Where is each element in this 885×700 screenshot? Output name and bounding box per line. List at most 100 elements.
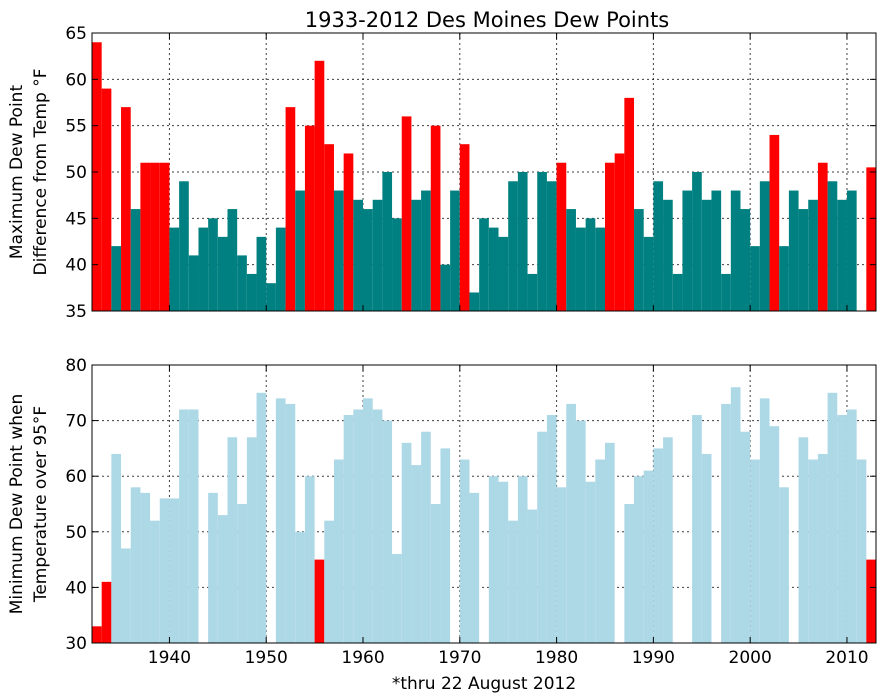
top-ytick-label: 50 bbox=[65, 163, 87, 183]
bottom-bar-1980 bbox=[556, 487, 567, 643]
top-bar-1972 bbox=[479, 218, 489, 311]
top-bar-1983 bbox=[585, 218, 596, 311]
top-bar-1977 bbox=[527, 273, 538, 311]
bottom-bar-1967 bbox=[430, 504, 441, 643]
bottom-bar-1952 bbox=[285, 403, 296, 643]
top-bar-1945 bbox=[217, 236, 228, 311]
bottom-bar-1990 bbox=[653, 448, 664, 643]
top-bar-1958 bbox=[343, 153, 354, 311]
top-bar-1991 bbox=[663, 199, 673, 311]
top-bar-1974 bbox=[498, 236, 509, 311]
top-bar-1949 bbox=[256, 236, 267, 311]
top-bar-1950 bbox=[266, 283, 276, 311]
top-bar-2006 bbox=[808, 199, 818, 311]
top-bar-1957 bbox=[333, 190, 344, 311]
top-ytick-label: 65 bbox=[65, 24, 87, 44]
bottom-bar-1977 bbox=[527, 509, 538, 643]
bottom-bar-1978 bbox=[537, 431, 547, 643]
bottom-bar-2012 bbox=[866, 559, 876, 643]
bottom-bar-1939 bbox=[159, 498, 170, 643]
top-bar-1988 bbox=[634, 209, 644, 311]
bottom-bar-1984 bbox=[595, 459, 605, 643]
bottom-bar-2000 bbox=[750, 459, 760, 643]
top-bar-1932 bbox=[92, 42, 102, 312]
bottom-bar-1938 bbox=[150, 520, 160, 643]
top-bar-1969 bbox=[450, 190, 460, 311]
top-bar-1990 bbox=[653, 181, 664, 311]
bottom-bar-1963 bbox=[392, 554, 402, 643]
top-bar-1979 bbox=[546, 181, 557, 311]
bottom-bar-1962 bbox=[382, 420, 393, 643]
top-ytick-label: 55 bbox=[65, 117, 87, 137]
top-axes: 35 40 45 50 55 60 65 Maximum Dew Point Differe… bbox=[7, 24, 877, 322]
bottom-bar-1975 bbox=[508, 520, 518, 643]
bottom-bar-1961 bbox=[372, 409, 383, 643]
bottom-bar-1964 bbox=[401, 442, 412, 643]
top-bar-1968 bbox=[440, 264, 451, 311]
bottom-bar-1987 bbox=[624, 504, 635, 643]
bottom-bar-2003 bbox=[779, 487, 789, 643]
top-ytick-label: 45 bbox=[65, 209, 87, 229]
bottom-bar-2002 bbox=[769, 426, 780, 643]
bottom-bar-1935 bbox=[121, 548, 131, 643]
top-bar-1942 bbox=[188, 255, 199, 311]
bottom-xlabel: *thru 22 August 2012 bbox=[392, 674, 576, 694]
top-bar-1998 bbox=[730, 190, 741, 311]
top-bar-2009 bbox=[837, 199, 847, 311]
top-bar-2012 bbox=[866, 167, 876, 311]
top-bar-1980 bbox=[556, 162, 567, 311]
bottom-bar-1957 bbox=[333, 459, 344, 643]
bottom-ylabel-line1: Minimum Dew Point when bbox=[7, 394, 27, 615]
bottom-xtick-label: 1960 bbox=[341, 648, 384, 668]
top-bar-1985 bbox=[604, 162, 615, 311]
bottom-bar-1998 bbox=[730, 387, 741, 643]
top-bar-1936 bbox=[130, 209, 141, 311]
bottom-bar-1985 bbox=[604, 442, 615, 643]
top-bar-2010 bbox=[846, 190, 857, 311]
bottom-bar-1981 bbox=[566, 403, 576, 643]
bottom-bar-2010 bbox=[846, 409, 857, 643]
top-bar-1956 bbox=[324, 144, 334, 311]
bottom-ytick-label: 70 bbox=[65, 412, 87, 432]
top-bar-1948 bbox=[246, 273, 257, 311]
top-bar-1934 bbox=[111, 246, 122, 311]
bottom-bar-1976 bbox=[517, 476, 528, 643]
top-bar-1953 bbox=[295, 190, 305, 311]
top-bar-1944 bbox=[208, 218, 218, 311]
bottom-bar-1997 bbox=[721, 403, 731, 643]
bottom-axes: 30 40 50 60 70 80 1940 1950 1960 1970 1980 1990 2000… bbox=[7, 356, 877, 694]
top-bar-1954 bbox=[304, 125, 315, 312]
bottom-ytick-label: 60 bbox=[65, 467, 87, 487]
bottom-bar-1983 bbox=[585, 481, 596, 643]
bottom-ytick-label: 80 bbox=[65, 356, 87, 376]
top-bar-1935 bbox=[121, 107, 131, 311]
bottom-bar-1970 bbox=[459, 459, 470, 643]
top-bar-1961 bbox=[372, 199, 383, 311]
bottom-bar-1951 bbox=[275, 398, 286, 643]
bottom-bar-1973 bbox=[488, 476, 499, 643]
bottom-bar-1949 bbox=[256, 392, 267, 643]
top-bar-1947 bbox=[237, 255, 247, 311]
top-bar-2003 bbox=[779, 246, 789, 311]
top-bar-1967 bbox=[430, 125, 441, 312]
bottom-bar-1965 bbox=[411, 465, 422, 643]
top-bar-1997 bbox=[721, 273, 731, 311]
bottom-bar-2011 bbox=[856, 459, 867, 643]
bottom-bar-1932 bbox=[92, 626, 102, 643]
top-bar-1987 bbox=[624, 97, 635, 311]
bottom-bar-1989 bbox=[643, 470, 654, 643]
bottom-xtick-label: 1940 bbox=[148, 648, 191, 668]
bottom-bar-1988 bbox=[634, 476, 644, 643]
top-bar-1996 bbox=[711, 190, 722, 311]
bottom-bar-2006 bbox=[808, 459, 818, 643]
bottom-bar-1982 bbox=[575, 420, 586, 643]
top-bar-1960 bbox=[363, 209, 373, 311]
top-bar-2005 bbox=[798, 209, 809, 311]
bottom-bar-1999 bbox=[740, 431, 751, 643]
top-bar-1994 bbox=[692, 172, 702, 311]
bottom-ytick-label: 50 bbox=[65, 523, 87, 543]
bottom-bar-1956 bbox=[324, 520, 334, 643]
bottom-bar-2005 bbox=[798, 437, 809, 643]
bottom-ytick-label: 40 bbox=[65, 578, 87, 598]
